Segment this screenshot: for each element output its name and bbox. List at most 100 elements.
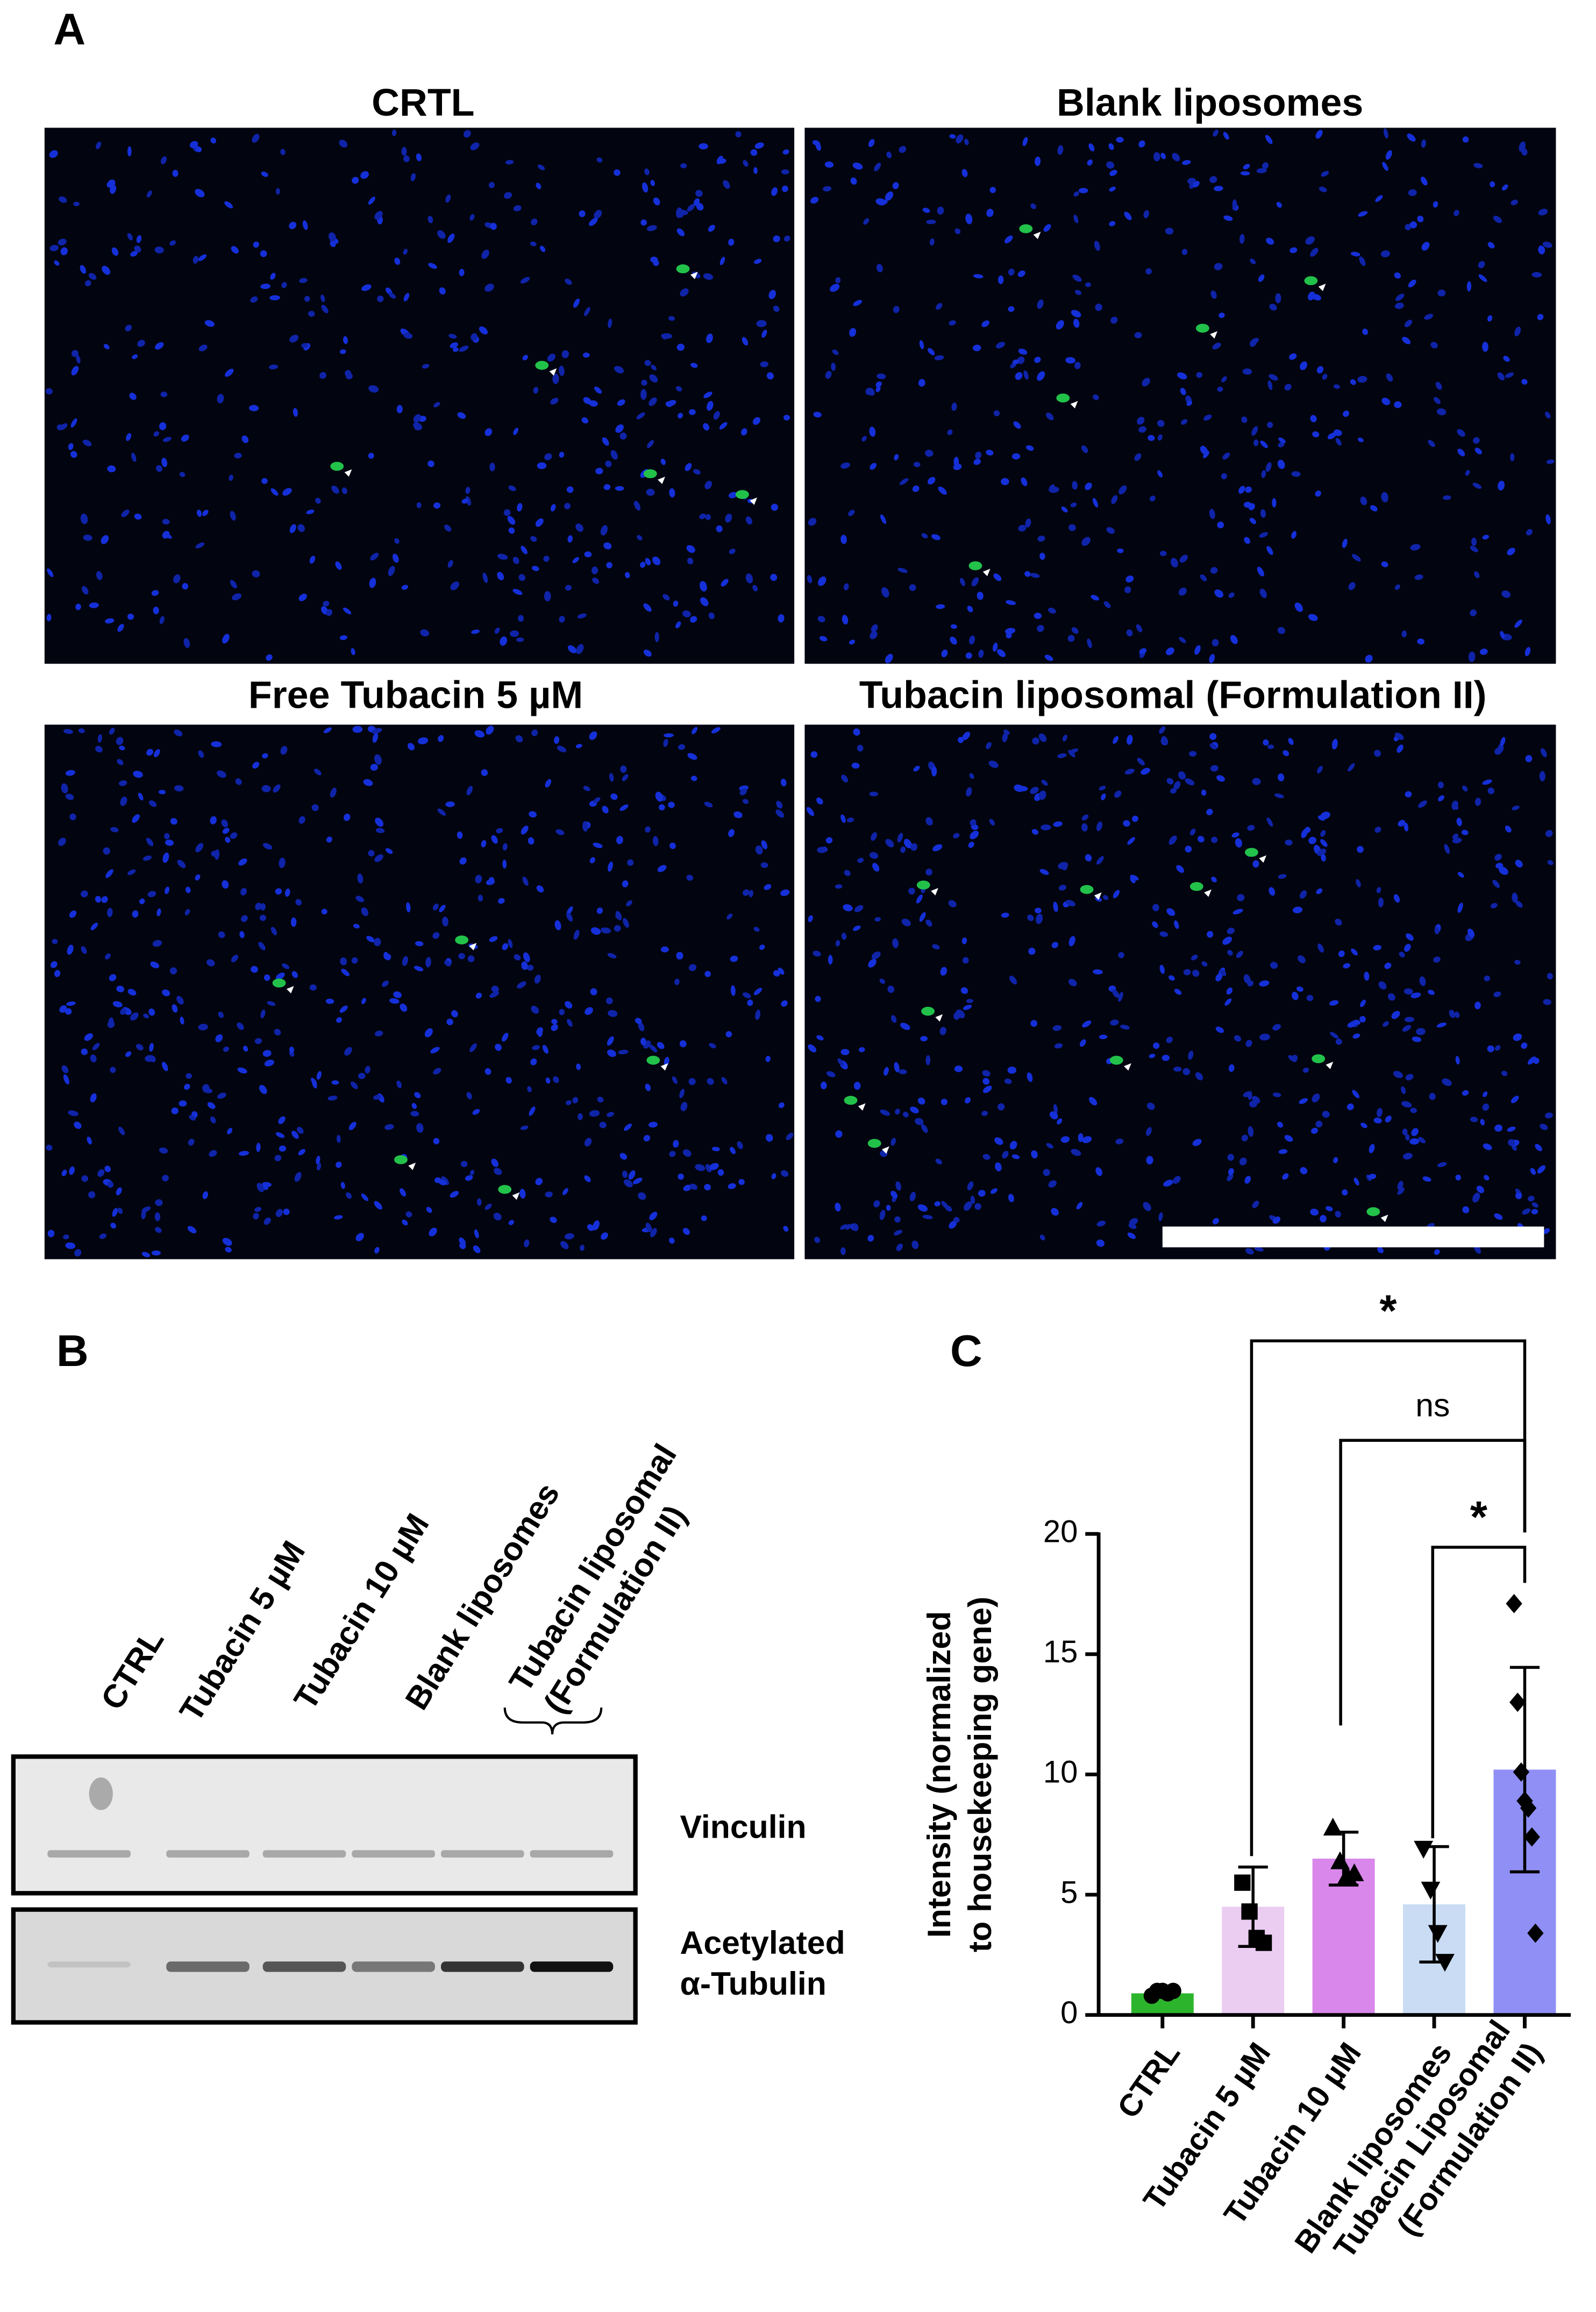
nucleus [726, 913, 733, 920]
nucleus [537, 164, 545, 170]
nucleus [457, 831, 463, 839]
nucleus [737, 1141, 743, 1149]
nucleus [1378, 981, 1387, 990]
nucleus [1322, 1111, 1330, 1118]
nucleus [840, 1224, 848, 1230]
nucleus [531, 218, 538, 225]
nucleus [1187, 177, 1196, 184]
nucleus [484, 428, 493, 436]
nucleus [559, 365, 565, 376]
nucleus [374, 211, 383, 220]
nucleus [852, 1223, 859, 1232]
nucleus [951, 402, 957, 411]
nucleus [95, 141, 102, 150]
nucleus [886, 151, 892, 159]
nucleus [1405, 791, 1412, 798]
nucleus [189, 1115, 196, 1121]
nucleus [566, 1100, 572, 1105]
nucleus [82, 439, 92, 446]
nucleus [340, 957, 347, 965]
nucleus [931, 766, 937, 777]
nucleus [108, 1017, 114, 1028]
nucleus [103, 344, 110, 350]
nucleus [1414, 574, 1423, 580]
nucleus [1457, 449, 1465, 457]
nucleus [657, 1042, 665, 1049]
nucleus [695, 1164, 706, 1171]
nucleus [749, 890, 753, 898]
nucleus [1210, 290, 1217, 299]
nucleus [59, 196, 67, 203]
nucleus [815, 995, 821, 1002]
nucleus [155, 342, 164, 350]
nucleus [489, 463, 495, 472]
nucleus [668, 1237, 675, 1244]
nucleus [828, 955, 833, 965]
nucleus [1137, 758, 1145, 766]
nucleus [121, 509, 130, 517]
nucleus [1134, 453, 1142, 461]
nucleus [690, 776, 697, 781]
nucleus [184, 909, 190, 916]
nucleus [170, 817, 177, 825]
nucleus [526, 964, 534, 971]
nucleus [514, 954, 521, 961]
nucleus [1006, 600, 1016, 606]
nucleus [950, 636, 957, 645]
nucleus [545, 1077, 551, 1084]
nucleus [50, 961, 58, 968]
nucleus [60, 247, 68, 255]
nucleus [149, 1043, 154, 1052]
nucleus [640, 389, 647, 400]
nucleus [1173, 781, 1181, 790]
nucleus [126, 433, 132, 442]
nucleus [275, 972, 285, 980]
nucleus [560, 1241, 569, 1249]
nucleus [953, 833, 960, 838]
nucleus [532, 1045, 540, 1050]
nucleus [1507, 547, 1515, 556]
nucleus [240, 888, 247, 896]
green-cell [921, 1007, 935, 1016]
nucleus [243, 1045, 248, 1052]
nucleus [450, 1191, 459, 1198]
nucleus [1436, 408, 1447, 416]
nucleus [781, 1000, 788, 1007]
nucleus [716, 525, 723, 532]
nucleus [1404, 943, 1411, 952]
nucleus [645, 558, 651, 566]
nucleus [536, 182, 542, 189]
nucleus [1513, 1033, 1522, 1041]
band [352, 1961, 435, 1972]
nucleus [92, 1043, 100, 1050]
nucleus [230, 832, 238, 839]
nucleus [1348, 763, 1355, 772]
nucleus [1249, 517, 1257, 524]
nucleus [949, 1221, 957, 1229]
nucleus [1269, 303, 1277, 311]
nucleus [154, 246, 164, 254]
nucleus [831, 362, 836, 371]
nucleus [137, 339, 145, 347]
nucleus [1288, 1055, 1297, 1062]
nucleus [728, 1183, 736, 1189]
nucleus [76, 355, 81, 364]
nucleus [174, 729, 183, 737]
nucleus [508, 1220, 514, 1226]
nucleus [1272, 1217, 1281, 1224]
nucleus [1185, 845, 1192, 853]
nucleus [66, 1001, 76, 1006]
nucleus [459, 345, 469, 352]
nucleus [1377, 1108, 1383, 1118]
nucleus [572, 557, 579, 564]
nucleus [134, 514, 142, 520]
nucleus [58, 837, 66, 846]
nucleus [193, 255, 198, 264]
nucleus [625, 572, 630, 579]
nucleus [687, 204, 695, 212]
nucleus [1073, 191, 1079, 197]
nucleus [707, 1078, 714, 1085]
nucleus [105, 869, 113, 878]
nucleus [1082, 1020, 1092, 1028]
nucleus [97, 734, 102, 743]
